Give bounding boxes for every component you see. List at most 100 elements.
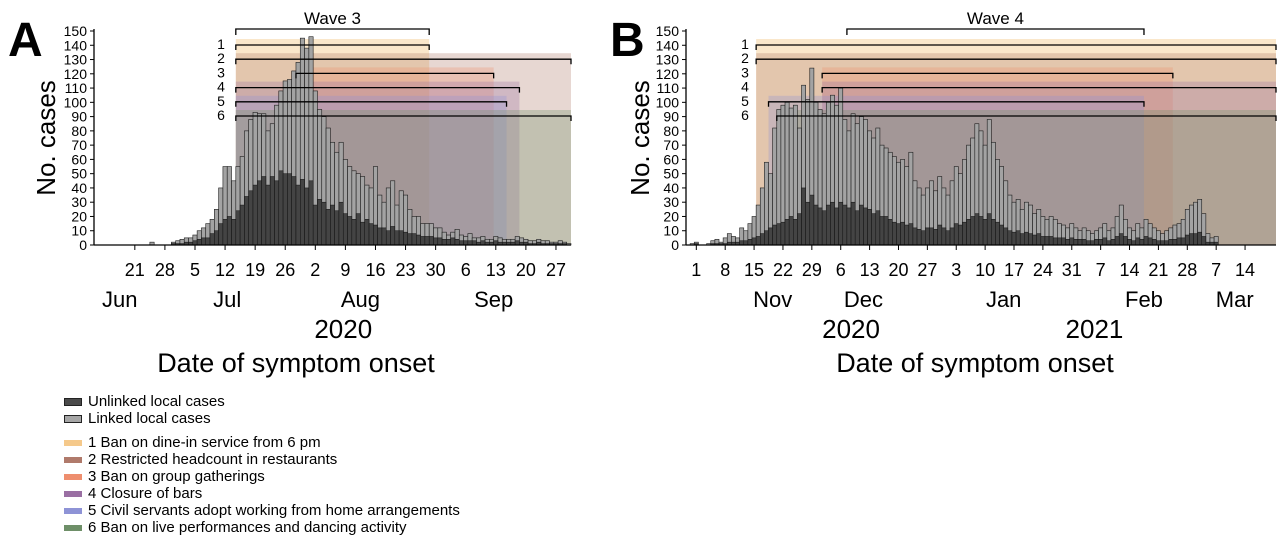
year-label: 2020 [822, 314, 880, 344]
y-tick-label: 30 [663, 194, 679, 210]
bar-unlinked [974, 213, 980, 246]
bar-unlinked [257, 180, 262, 246]
wave-bracket [846, 28, 1145, 35]
x-tick-label: 5 [190, 260, 200, 280]
x-tick-label: 21 [125, 260, 145, 280]
month-label: Mar [1216, 287, 1254, 312]
measure-number-5: 5 [217, 93, 225, 109]
bar-unlinked [863, 207, 868, 246]
bar-unlinked [760, 233, 765, 246]
bar-unlinked [235, 210, 241, 246]
x-tick-label: 3 [951, 260, 961, 280]
y-tick-label: 90 [71, 109, 87, 125]
bar-unlinked [991, 219, 996, 246]
bar-unlinked [821, 210, 827, 246]
bar-unlinked [420, 236, 426, 246]
measure-bracket-3 [295, 72, 495, 79]
bar-unlinked [1040, 236, 1046, 246]
bar-unlinked [929, 227, 934, 246]
y-tick-label: 40 [71, 180, 87, 196]
bar-unlinked [231, 219, 237, 246]
bar-unlinked [999, 224, 1004, 246]
measure-bracket-2 [755, 58, 1277, 65]
bar-unlinked [986, 213, 992, 246]
bar-unlinked [373, 224, 378, 246]
bar-unlinked [982, 219, 988, 246]
y-tick-label: 20 [663, 208, 679, 224]
bar-unlinked [805, 201, 811, 246]
bar-unlinked [321, 201, 327, 246]
bar-unlinked [1015, 230, 1021, 246]
y-tick-label: 80 [71, 123, 87, 139]
bar-unlinked [454, 239, 460, 246]
y-tick-label: 140 [656, 37, 680, 53]
bar-unlinked [830, 201, 835, 246]
bar-unlinked [1061, 237, 1066, 246]
bar-unlinked [295, 184, 301, 246]
measure-number-4: 4 [217, 79, 225, 95]
bar-unlinked [896, 223, 901, 246]
legend-label: 3 Ban on group gatherings [88, 468, 265, 485]
bar-unlinked [450, 237, 456, 246]
x-tick-label: 30 [426, 260, 446, 280]
month-label: Dec [844, 287, 883, 312]
bar-unlinked [1123, 236, 1128, 246]
wave-bracket [235, 28, 430, 35]
bar-unlinked [317, 199, 323, 246]
bar-unlinked [962, 221, 967, 246]
bar-unlinked [949, 227, 955, 246]
y-tick-label: 130 [656, 52, 680, 68]
y-tick-label: 150 [64, 23, 88, 39]
bar-unlinked [385, 230, 391, 246]
bar-unlinked [751, 237, 757, 246]
bar-unlinked [1098, 239, 1103, 246]
x-tick-label: 1 [691, 260, 701, 280]
x-tick-label: 31 [1062, 260, 1082, 280]
y-tick-label: 60 [663, 151, 679, 167]
legend: Unlinked local cases Linked local cases 1 … [64, 393, 460, 536]
month-label: Jul [213, 287, 241, 312]
y-tick-label: 100 [64, 94, 88, 110]
x-tick-label: 14 [1120, 260, 1140, 280]
bar-unlinked [201, 237, 206, 246]
x-tick-label: 8 [720, 260, 730, 280]
bar-unlinked [1135, 237, 1141, 246]
bar-unlinked [925, 227, 930, 246]
bar-unlinked [916, 229, 922, 246]
legend-item: 1 Ban on dine-in service from 6 pm [64, 434, 460, 451]
bar-unlinked [1201, 236, 1207, 246]
bar-unlinked [978, 216, 984, 246]
bar-unlinked [416, 234, 421, 246]
bar-unlinked [252, 184, 258, 246]
y-tick-label: 60 [71, 151, 87, 167]
bar-unlinked [1184, 234, 1190, 246]
measure-bracket-5 [767, 101, 1145, 107]
y-tick-label: 30 [71, 194, 87, 210]
bar-unlinked [846, 207, 852, 246]
legend-swatch [64, 507, 82, 514]
y-tick-label: 110 [657, 80, 680, 96]
measure-bracket-1 [755, 44, 1277, 50]
y-tick-label: 90 [663, 109, 679, 125]
bar-unlinked [768, 227, 773, 246]
bar-unlinked [908, 223, 914, 246]
bar-unlinked [278, 170, 284, 246]
wave-title: Wave 3 [304, 9, 361, 28]
bar-unlinked [1180, 237, 1186, 246]
bar-unlinked [813, 204, 819, 246]
month-label: Sep [474, 287, 513, 312]
bar-unlinked [937, 224, 943, 246]
bar-unlinked [958, 224, 963, 246]
bar-unlinked [355, 213, 361, 246]
month-label: Feb [1125, 287, 1163, 312]
y-tick-label: 40 [663, 180, 679, 196]
x-tick-label: 23 [396, 260, 416, 280]
bar-unlinked [945, 230, 951, 246]
x-tick-label: 13 [860, 260, 880, 280]
bar-unlinked [1110, 239, 1116, 246]
measure-bracket-1 [235, 44, 430, 50]
month-label: Jan [986, 287, 1021, 312]
bar-unlinked [214, 230, 219, 246]
